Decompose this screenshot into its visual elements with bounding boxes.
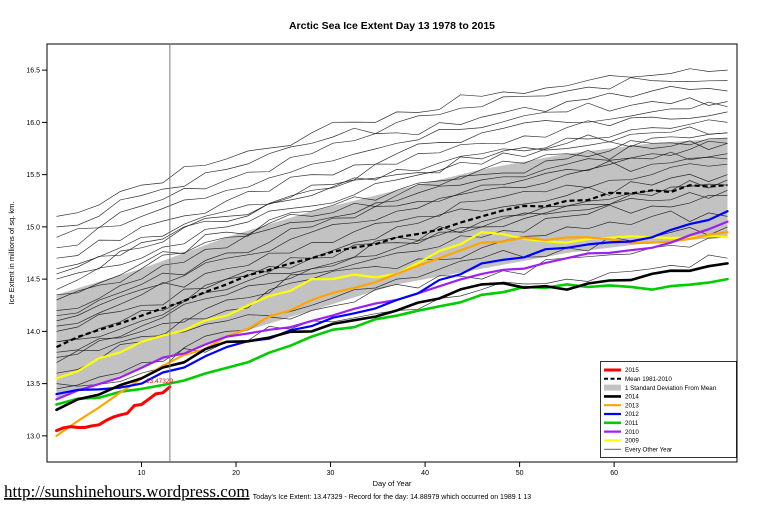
series-2015-line: [55, 385, 172, 433]
y-axis-tick-label: 13.5: [26, 381, 40, 388]
std-deviation-band: [56, 138, 728, 400]
legend-item-label: Every Other Year: [625, 446, 672, 453]
y-axis-tick-label: 13.0: [26, 433, 40, 440]
legend-item-label: 2012: [625, 411, 639, 418]
y-axis-tick-label: 14.0: [26, 329, 40, 336]
y-axis-tick-label: 16.0: [26, 120, 40, 127]
x-axis-tick-label: 20: [232, 470, 240, 477]
y-axis-tick-label: 15.0: [26, 224, 40, 231]
plot-border: [46, 43, 738, 463]
y-axis-tick-label: 15.5: [26, 172, 40, 179]
legend-item-label: 1 Standard Deviation From Mean: [625, 385, 717, 392]
chart-title: Arctic Sea Ice Extent Day 13 1978 to 201…: [289, 20, 495, 32]
legend-border: [600, 361, 737, 458]
legend-item-label: 2013: [625, 402, 639, 409]
legend-item-label: 2011: [625, 420, 639, 427]
x-axis-tick-label: 40: [421, 470, 429, 477]
y-axis-tick-label: 16.5: [26, 68, 40, 75]
bottom-caption: Today's Ice Extent: 13.47329 - Record fo…: [253, 494, 532, 501]
legend-item-label: 2014: [625, 394, 639, 401]
y-axis-tick-label: 14.5: [26, 277, 40, 284]
legend-item-label: 2010: [625, 429, 639, 436]
x-axis-tick-label: 10: [138, 470, 146, 477]
y-axis-label: Ice Extent in millions of sq. km.: [7, 202, 16, 305]
legend-item-label: 2009: [625, 438, 639, 445]
x-axis-tick-label: 60: [610, 470, 618, 477]
legend-box: 2015 Mean 1981-2010 1 Standard Deviation F…: [600, 361, 737, 458]
todays-extent-annotation: 13.47329: [146, 378, 173, 385]
site-url-link[interactable]: http://sunshinehours.wordpress.com: [4, 482, 250, 501]
legend-item-label: Mean 1981-2010: [625, 376, 672, 383]
x-axis-tick-label: 50: [516, 470, 524, 477]
legend-item-label: 2015: [625, 367, 639, 374]
x-axis-tick-label: 30: [327, 470, 335, 477]
legend-swatch-band: [604, 384, 621, 391]
x-axis-label: Day of Year: [373, 479, 412, 488]
